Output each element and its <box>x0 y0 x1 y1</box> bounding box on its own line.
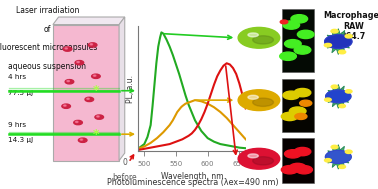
Text: aqueous suspension: aqueous suspension <box>8 62 86 71</box>
Text: Laser irradiation: Laser irradiation <box>15 6 79 15</box>
Text: 9 hrs: 9 hrs <box>8 122 26 128</box>
X-axis label: Wavelength, nm: Wavelength, nm <box>161 173 223 181</box>
Text: Macrophages
RAW
264.7: Macrophages RAW 264.7 <box>323 11 378 41</box>
Text: Photoluminescence spectra (λex=490 nm): Photoluminescence spectra (λex=490 nm) <box>107 178 279 187</box>
Text: 0: 0 <box>122 158 127 167</box>
Text: 14.3 μJ: 14.3 μJ <box>8 137 33 143</box>
Text: *: * <box>93 84 100 97</box>
Text: 4 hrs: 4 hrs <box>8 74 26 81</box>
Text: of: of <box>43 25 51 34</box>
Text: fluorescent microcapsules: fluorescent microcapsules <box>0 43 98 53</box>
Text: before: before <box>112 173 137 182</box>
Text: 77.5 μJ: 77.5 μJ <box>8 90 33 96</box>
Y-axis label: PL, a.u.: PL, a.u. <box>126 75 135 103</box>
Text: *: * <box>93 128 100 141</box>
